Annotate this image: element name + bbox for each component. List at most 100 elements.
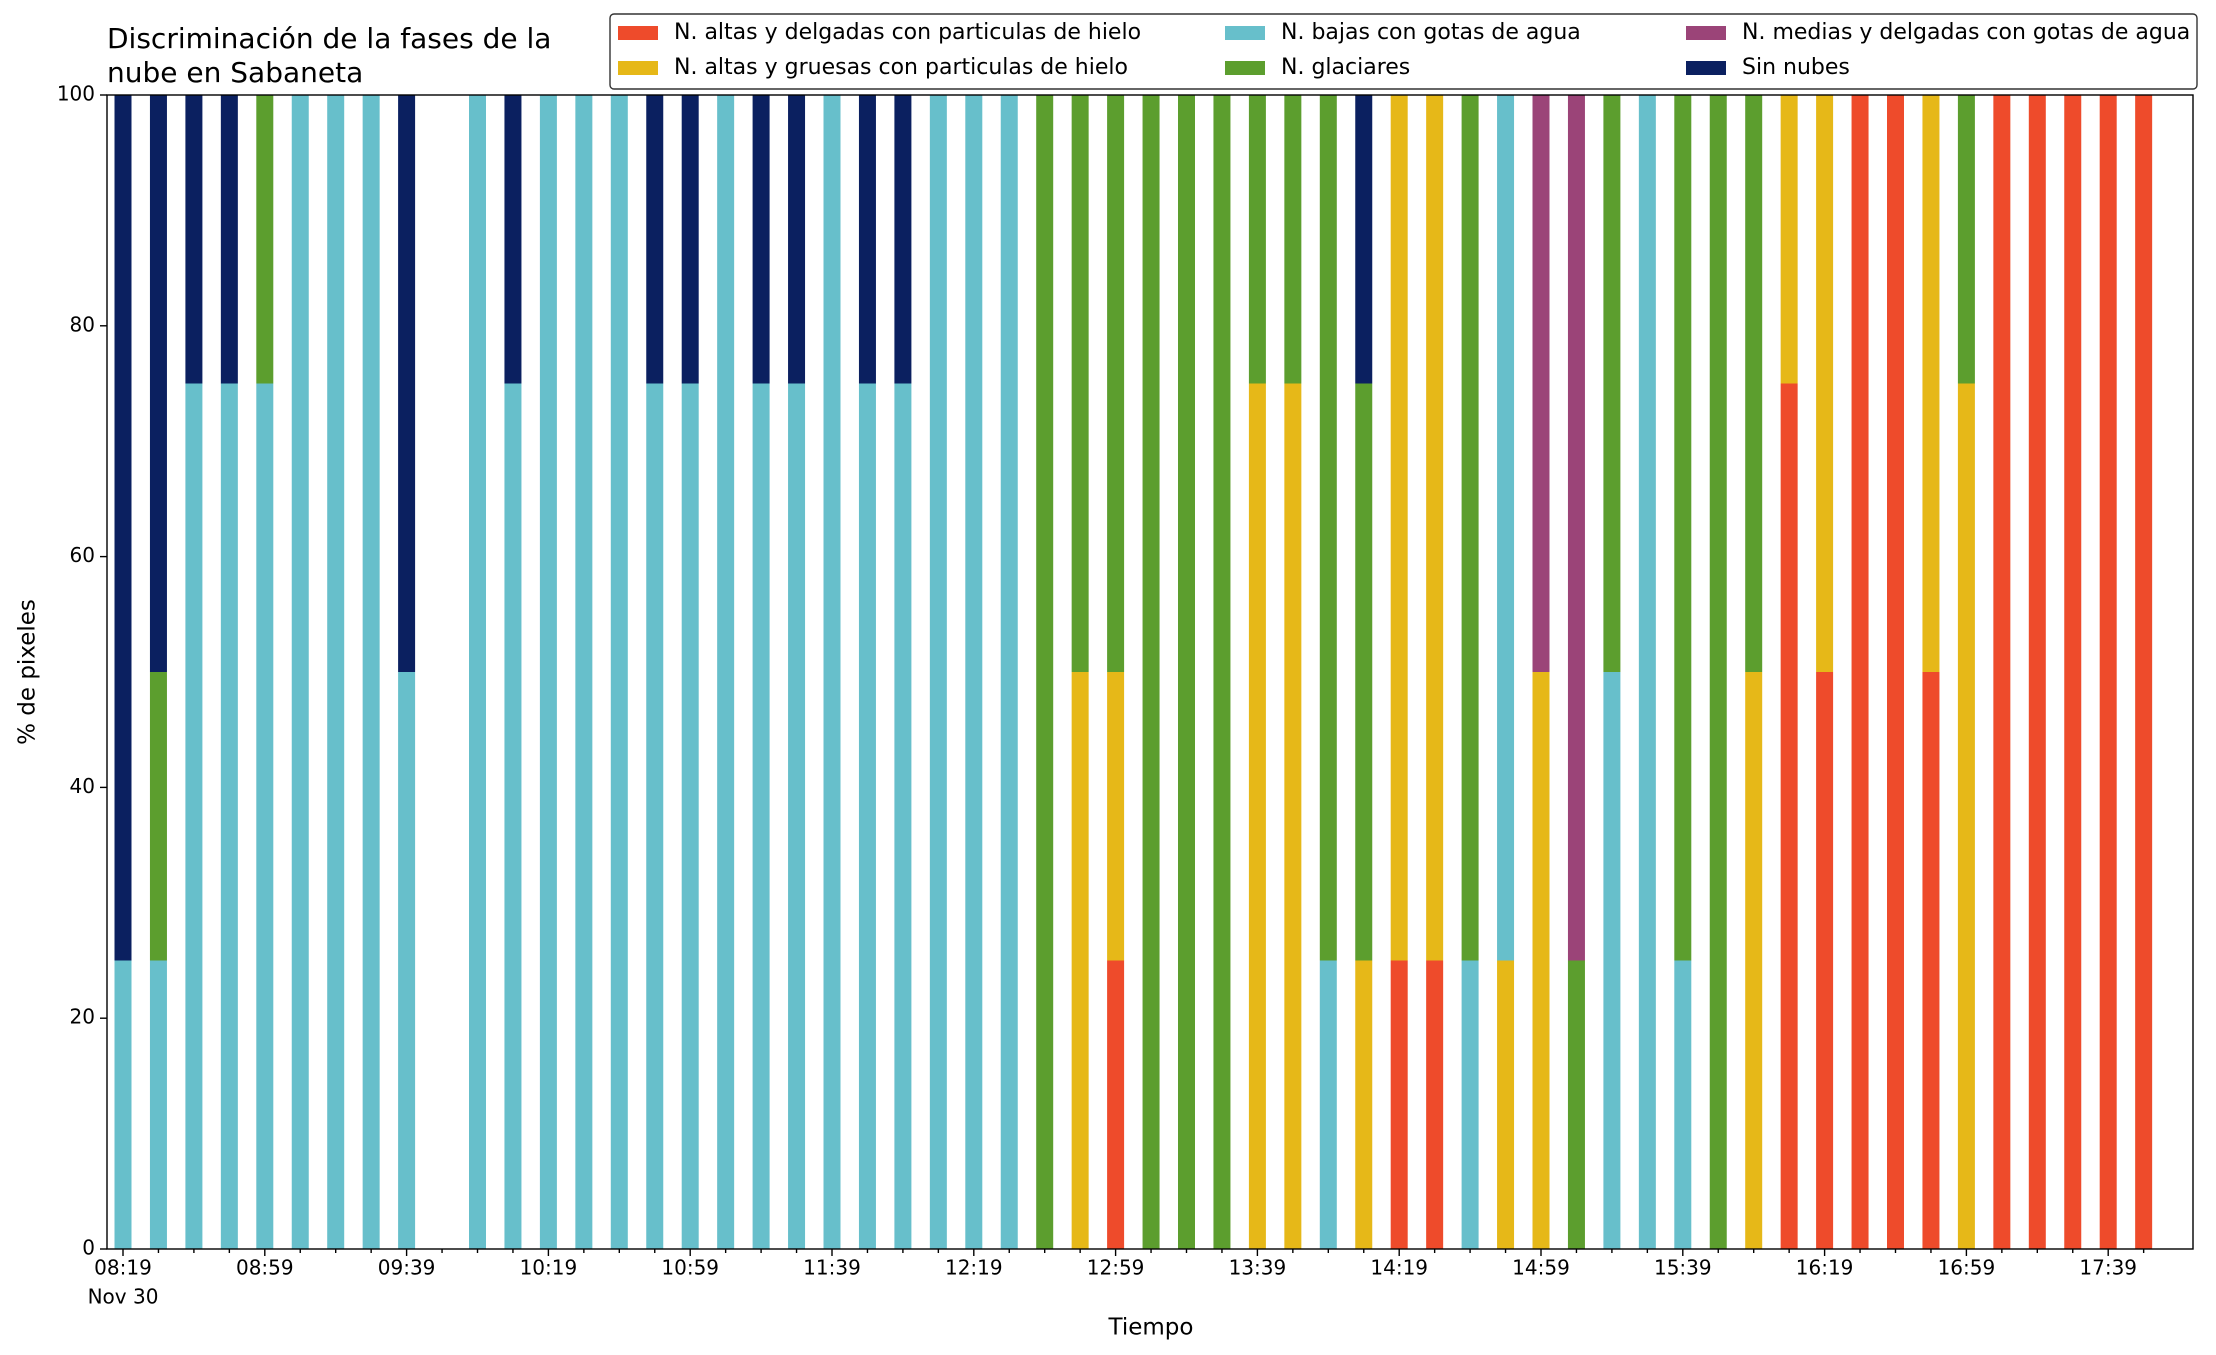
- bar-segment: [575, 95, 593, 1249]
- bar-segment: [1426, 95, 1444, 961]
- bar-segment: [929, 95, 947, 1249]
- bar-segment: [149, 672, 167, 961]
- legend-label: N. glaciares: [1281, 55, 1410, 80]
- bar-segment: [681, 383, 699, 1249]
- bar-segment: [1567, 95, 1585, 961]
- bar-segment: [149, 960, 167, 1249]
- bar-segment: [1993, 95, 2011, 1249]
- bar-segment: [1497, 95, 1515, 961]
- bar-segment: [1178, 95, 1195, 1249]
- bar-segment: [894, 383, 912, 1249]
- bar-segment: [1957, 95, 1975, 384]
- bar-segment: [1497, 960, 1515, 1249]
- x-tick-label: 13:39: [1229, 1256, 1287, 1280]
- bar-segment: [1745, 672, 1763, 1249]
- x-tick-label: 09:39: [378, 1256, 436, 1280]
- bar-segment: [788, 383, 806, 1249]
- x-tick-label: 08:19: [94, 1256, 152, 1280]
- bar-segment: [114, 95, 132, 961]
- legend-label: N. altas y gruesas con particulas de hie…: [674, 55, 1128, 80]
- x-tick-label: 16:59: [1938, 1256, 1996, 1280]
- bar-segment: [398, 95, 416, 672]
- legend-label: Sin nubes: [1742, 55, 1850, 80]
- legend-swatch: [618, 26, 658, 40]
- bar-segment: [2028, 95, 2046, 1249]
- x-tick-label: 16:19: [1796, 1256, 1854, 1280]
- bar-segment: [327, 95, 345, 1249]
- bar-segment: [646, 383, 664, 1249]
- bar-segment: [469, 95, 486, 1249]
- legend-label: N. medias y delgadas con gotas de agua: [1742, 20, 2190, 45]
- bar-segment: [2135, 95, 2153, 1249]
- bar-segment: [398, 672, 416, 1249]
- bar-segment: [1355, 95, 1373, 384]
- bar-segment: [1957, 383, 1975, 1249]
- bar-segment: [1816, 672, 1834, 1249]
- bar-segment: [504, 383, 522, 1249]
- bar-segment: [752, 95, 770, 384]
- legend-label: N. bajas con gotas de agua: [1281, 20, 1581, 45]
- bar-segment: [2099, 95, 2117, 1249]
- bar-segment: [823, 95, 841, 1249]
- bar-segment: [185, 95, 203, 384]
- x-tick-label: 17:39: [2079, 1256, 2137, 1280]
- x-axis-label: Tiempo: [1108, 1315, 1194, 1341]
- bar-segment: [788, 95, 806, 384]
- bar-segment: [1426, 960, 1444, 1249]
- bar-segment: [114, 960, 132, 1249]
- bar-segment: [894, 95, 912, 384]
- bar-segment: [1107, 95, 1125, 672]
- bar-segment: [1780, 383, 1798, 1249]
- chart-title: Discriminación de la fases de la: [107, 22, 551, 55]
- bar-segment: [149, 95, 167, 672]
- legend-swatch: [618, 61, 658, 75]
- bar-segment: [1355, 383, 1373, 961]
- bar-segment: [1603, 95, 1621, 672]
- bar-segment: [752, 383, 770, 1249]
- bar-segment: [1532, 95, 1550, 672]
- bar-segment: [1355, 960, 1373, 1249]
- bar-segment: [256, 383, 274, 1249]
- legend: N. altas y delgadas con particulas de hi…: [609, 13, 2198, 90]
- bar-segment: [646, 95, 664, 384]
- bar-segment: [2064, 95, 2082, 1249]
- bar-segment: [220, 95, 238, 384]
- legend-swatch: [1225, 61, 1265, 75]
- bar-segment: [1036, 95, 1054, 1249]
- bar-segment: [1248, 383, 1266, 1249]
- bar-segment: [1284, 383, 1302, 1249]
- bar-segment: [858, 383, 876, 1249]
- bar-segment: [1390, 960, 1408, 1249]
- bar-segment: [1567, 960, 1585, 1249]
- bar-segment: [1071, 95, 1089, 672]
- bar-segment: [1284, 95, 1302, 384]
- y-tick-label: 40: [70, 774, 95, 798]
- bar-segment: [1638, 95, 1656, 1249]
- bar-segment: [1922, 672, 1940, 1249]
- bar-segment: [1887, 95, 1904, 1249]
- bar-segment: [1674, 960, 1692, 1249]
- bar-segment: [185, 383, 203, 1249]
- bar-segment: [1461, 960, 1479, 1249]
- x-tick-label: 15:39: [1654, 1256, 1712, 1280]
- x-tick-label: 12:59: [1087, 1256, 1145, 1280]
- bar-segment: [1603, 672, 1621, 1249]
- x-tick-label: 14:59: [1512, 1256, 1570, 1280]
- bar-segment: [1107, 672, 1125, 961]
- y-tick-label: 80: [70, 312, 95, 336]
- bar-segment: [1319, 95, 1337, 961]
- bar-segment: [1142, 95, 1160, 1249]
- y-axis-label: % de pixeles: [15, 599, 41, 745]
- bar-segment: [362, 95, 380, 1249]
- bar-segment: [1390, 95, 1408, 961]
- bar-segment: [1000, 95, 1018, 1249]
- bar-segment: [291, 95, 309, 1249]
- bar-segment: [1816, 95, 1834, 672]
- x-tick-label: 08:59: [236, 1256, 294, 1280]
- legend-frame: [609, 13, 2198, 90]
- bar-segment: [504, 95, 522, 384]
- bar-segment: [1319, 960, 1337, 1249]
- legend-swatch: [1225, 26, 1265, 40]
- x-tick-label: 12:19: [945, 1256, 1003, 1280]
